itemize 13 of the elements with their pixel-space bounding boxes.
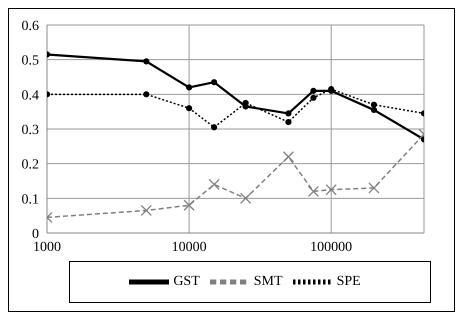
y-tick-label: 0.4: [22, 88, 39, 104]
legend-label: GST: [173, 274, 200, 290]
y-tick-label: 0.6: [22, 18, 39, 34]
legend-label: SPE: [336, 274, 361, 290]
x-tick-label: 10000: [172, 240, 207, 255]
y-tick-label: 0.2: [22, 158, 39, 173]
x-tick-label: 1000: [33, 240, 61, 255]
y-tick-label: 0.5: [22, 54, 39, 69]
y-tick-label: 0: [32, 226, 39, 242]
legend-label: SMT: [254, 274, 283, 290]
y-tick-label: 0.1: [22, 192, 39, 208]
y-tick-label: 0.3: [22, 122, 39, 138]
x-tick-label: 100000: [310, 240, 352, 255]
